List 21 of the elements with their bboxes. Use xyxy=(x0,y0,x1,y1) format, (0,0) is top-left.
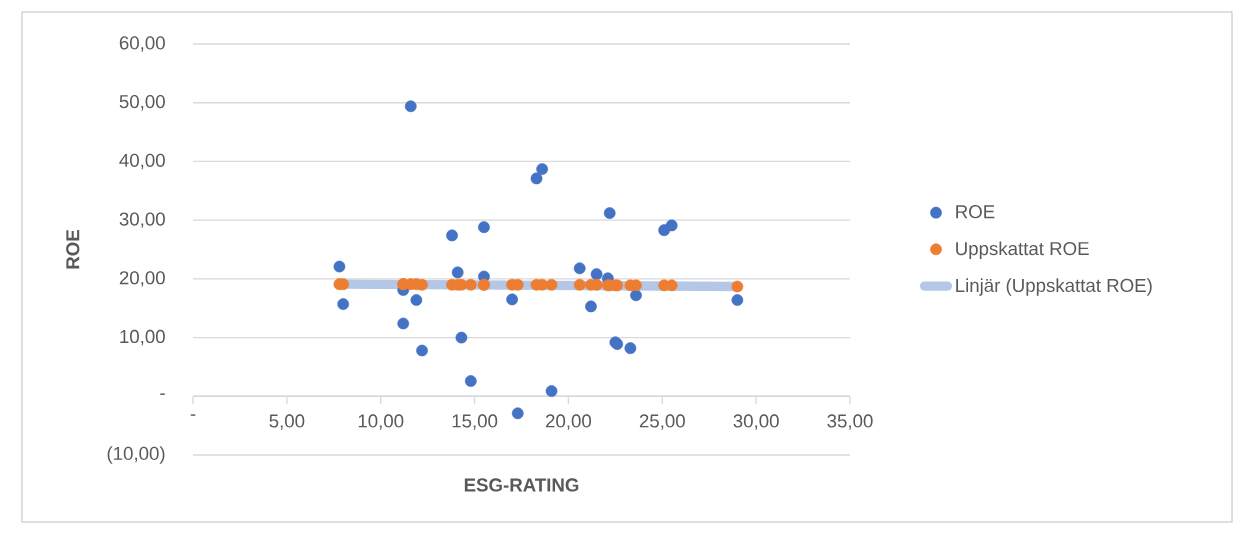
x-tick-label: 5,00 xyxy=(269,414,305,430)
x-tick-label: 10,00 xyxy=(358,414,404,430)
y-tick-label: 60,00 xyxy=(119,36,165,52)
legend-label: Linjär (Uppskattat ROE) xyxy=(956,278,1152,296)
x-tick-label: 30,00 xyxy=(733,414,779,430)
x-axis-title: ESG-RATING xyxy=(464,478,579,492)
x-tick-label: 25,00 xyxy=(639,414,685,430)
y-tick-label: 30,00 xyxy=(119,212,165,228)
legend-label: ROE xyxy=(956,205,995,219)
legend-label: Uppskattat ROE xyxy=(956,241,1089,259)
x-tick-label: 20,00 xyxy=(546,414,592,430)
x-tick-label: - xyxy=(190,414,196,416)
x-tick-label: 15,00 xyxy=(452,414,498,430)
y-tick-label: (10,00) xyxy=(107,446,165,464)
y-axis-title: ROE xyxy=(66,230,80,269)
x-tick-label: 35,00 xyxy=(827,414,873,430)
y-tick-label: - xyxy=(160,393,165,395)
y-tick-label: 20,00 xyxy=(119,271,165,287)
y-tick-label: 40,00 xyxy=(119,153,165,170)
y-tick-label: 10,00 xyxy=(120,329,165,346)
y-tick-label: 50,00 xyxy=(119,94,165,111)
